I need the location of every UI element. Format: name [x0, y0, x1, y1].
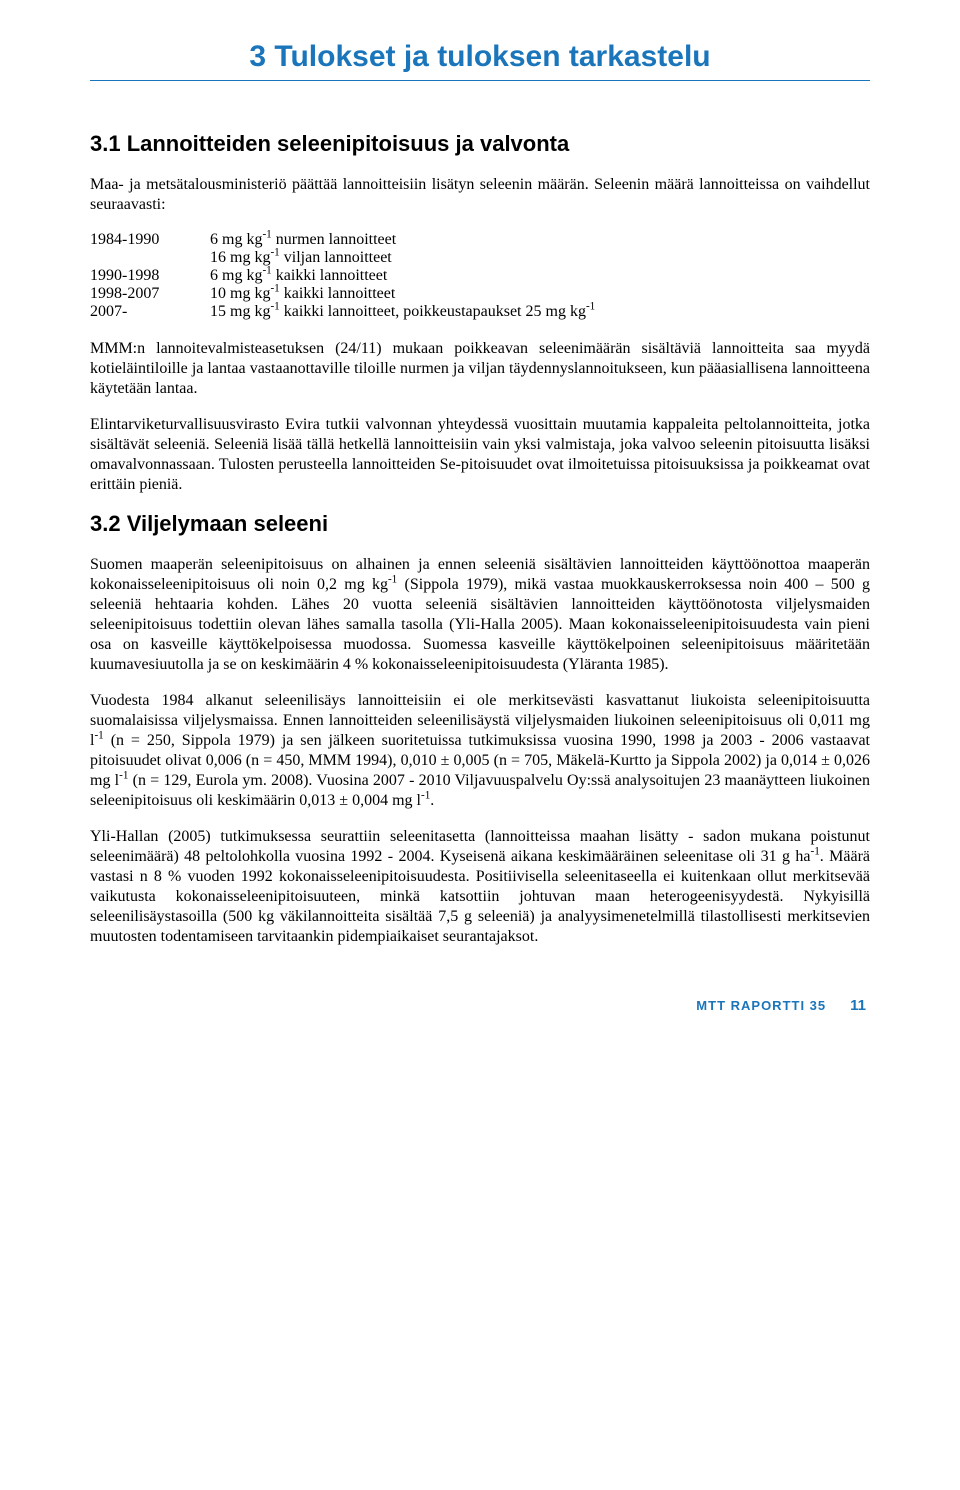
dose-years: 1998-2007 [90, 285, 210, 303]
sup: -1 [388, 574, 397, 586]
dose-val: 6 mg kg [210, 231, 262, 248]
s31-p3: Elintarviketurvallisuusvirasto Evira tut… [90, 415, 870, 495]
title-divider [90, 80, 870, 81]
footer-page-number: 11 [850, 997, 866, 1014]
txt: . [430, 792, 434, 809]
dose-row: 1998-2007 10 mg kg-1 kaikki lannoitteet [90, 285, 870, 303]
page-footer: MTT RAPORTTI 35 11 [90, 997, 870, 1014]
txt: (n = 129, Eurola ym. 2008). Vuosina 2007… [90, 772, 870, 809]
dose-table: 1984-1990 6 mg kg-1 nurmen lannoitteet 1… [90, 231, 870, 321]
txt: Yli-Hallan (2005) tutkimuksessa seuratti… [90, 828, 870, 865]
dose-txt: nurmen lannoitteet [272, 231, 396, 248]
dose-row: 2007- 15 mg kg-1 kaikki lannoitteet, poi… [90, 303, 870, 321]
dose-txt: kaikki lannoitteet [272, 267, 388, 284]
dose-years: 1984-1990 [90, 231, 210, 267]
section-3-2-title: 3.2 Viljelymaan seleeni [90, 511, 870, 537]
sup: -1 [586, 301, 595, 313]
sup: -1 [94, 730, 103, 742]
dose-desc: 6 mg kg-1 kaikki lannoitteet [210, 267, 870, 285]
sup: -1 [270, 283, 279, 295]
dose-desc: 15 mg kg-1 kaikki lannoitteet, poikkeust… [210, 303, 870, 321]
dose-val: 15 mg kg [210, 303, 270, 320]
dose-row: 1984-1990 6 mg kg-1 nurmen lannoitteet 1… [90, 231, 870, 267]
dose-val: 6 mg kg [210, 267, 262, 284]
dose-txt: kaikki lannoitteet [280, 285, 396, 302]
sup: -1 [262, 229, 271, 241]
s31-p1: Maa- ja metsätalousministeriö päättää la… [90, 175, 870, 215]
s32-p1: Suomen maaperän seleenipitoisuus on alha… [90, 555, 870, 675]
section-3-1-title: 3.1 Lannoitteiden seleenipitoisuus ja va… [90, 131, 870, 157]
s32-p3: Yli-Hallan (2005) tutkimuksessa seuratti… [90, 827, 870, 947]
dose-years: 1990-1998 [90, 267, 210, 285]
dose-desc: 10 mg kg-1 kaikki lannoitteet [210, 285, 870, 303]
chapter-title: 3 Tulokset ja tuloksen tarkastelu [90, 40, 870, 74]
dose-row: 1990-1998 6 mg kg-1 kaikki lannoitteet [90, 267, 870, 285]
sup: -1 [270, 301, 279, 313]
s32-p2: Vuodesta 1984 alkanut seleenilisäys lann… [90, 691, 870, 811]
sup: -1 [262, 265, 271, 277]
dose-val: 10 mg kg [210, 285, 270, 302]
sup: -1 [810, 846, 819, 858]
dose-val: 16 mg kg [210, 249, 270, 266]
s31-p2: MMM:n lannoitevalmisteasetuksen (24/11) … [90, 339, 870, 399]
sup: -1 [270, 247, 279, 259]
footer-brand: MTT RAPORTTI 35 [696, 998, 826, 1013]
dose-txt: viljan lannoitteet [280, 249, 392, 266]
dose-txt: kaikki lannoitteet, poikkeustapaukset 25… [280, 303, 586, 320]
dose-desc: 6 mg kg-1 nurmen lannoitteet 16 mg kg-1 … [210, 231, 870, 267]
sup: -1 [421, 790, 430, 802]
dose-years: 2007- [90, 303, 210, 321]
